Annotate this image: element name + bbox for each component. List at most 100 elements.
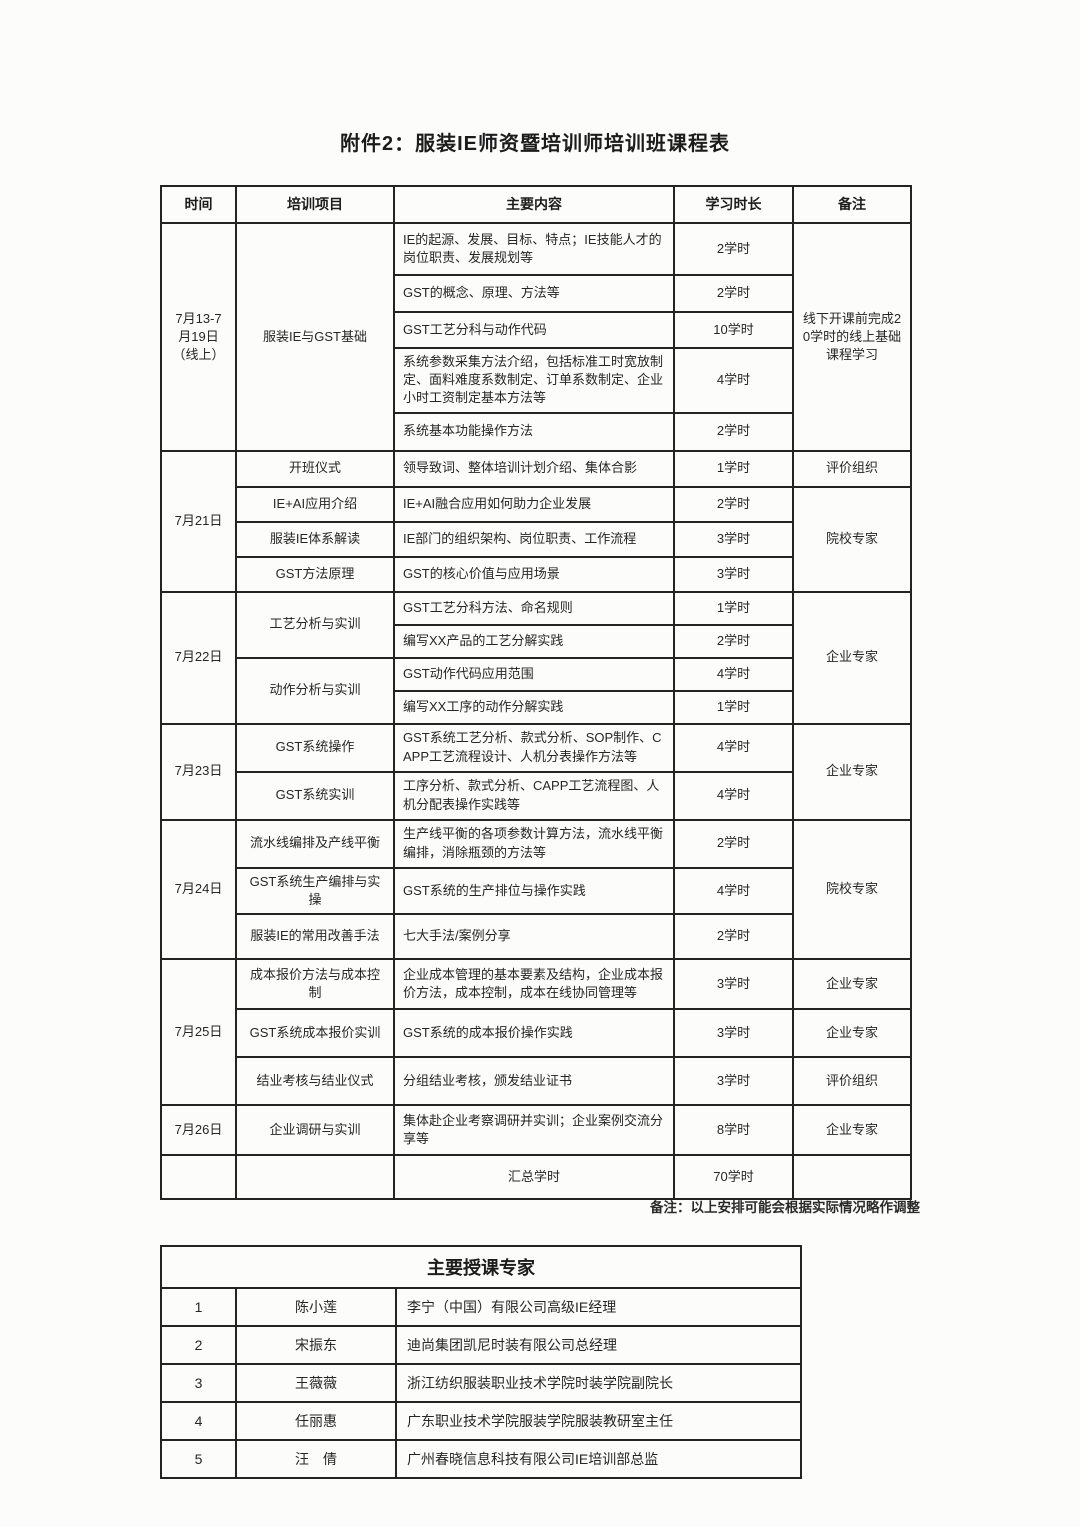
expert-name-cell: 王薇薇 [235,1363,397,1403]
table-row: 服装IE体系解读 IE部门的组织架构、岗位职责、工作流程 3学时 [161,520,911,558]
content-cell: GST系统的生产排位与操作实践 [393,866,675,915]
course-schedule-table: 时间 培训项目 主要内容 学习时长 备注 7月13-7月19日（线上） 服装IE… [160,185,912,1200]
expert-no-cell: 5 [160,1439,237,1479]
project-cell: 服装IE与GST基础 [235,222,395,452]
time-cell: 7月24日 [160,818,237,960]
hours-cell: 3学时 [673,957,794,1010]
expert-name-cell: 任丽惠 [235,1401,397,1441]
expert-title-cell: 浙江纺织服装职业技术学院时装学院副院长 [394,1363,803,1403]
table-row: GST方法原理 GST的核心价值与应用场景 3学时 [161,555,911,593]
content-cell: IE的起源、发展、目标、特点；IE技能人才的岗位职责、发展规划等 [393,222,675,276]
expert-row: 5 汪 倩 广州春晓信息科技有限公司IE培训部总监 [160,1439,803,1479]
summary-row: 汇总学时 70学时 [160,1153,912,1200]
project-cell: GST系统成本报价实训 [235,1007,395,1058]
expert-title-cell: 李宁（中国）有限公司高级IE经理 [394,1287,803,1327]
hours-cell: 4学时 [673,656,794,692]
table-row: 7月25日 成本报价方法与成本控制 企业成本管理的基本要素及结构，企业成本报价方… [160,957,912,1106]
project-cell: GST系统实训 [235,770,395,821]
time-cell: 7月23日 [160,722,237,821]
hours-cell: 4学时 [673,770,794,821]
experts-title: 主要授课专家 [159,1245,803,1289]
note-cell: 企业专家 [792,1007,912,1058]
empty-cell [235,1153,395,1200]
table-row: 7月24日 流水线编排及产线平衡 生产线平衡的各项参数计算方法，流水线平衡编排，… [160,818,912,960]
table-row: GST的概念、原理、方法等 2学时 [161,274,911,313]
content-cell: GST工艺分科方法、命名规则 [393,590,675,626]
hours-cell: 4学时 [673,866,794,915]
content-cell: 生产线平衡的各项参数计算方法，流水线平衡编排，消除瓶颈的方法等 [393,818,675,869]
hours-cell: 1学时 [673,689,794,725]
empty-cell [792,1153,912,1200]
table-row: GST工艺分科与动作代码 10学时 [161,311,911,349]
content-cell: 系统基本功能操作方法 [393,411,675,452]
project-cell: GST系统操作 [235,722,395,773]
expert-no-cell: 2 [160,1325,237,1365]
expert-name-cell: 汪 倩 [235,1439,397,1479]
content-cell: 企业成本管理的基本要素及结构，企业成本报价方法，成本控制，成本在线协同管理等 [393,957,675,1010]
project-cell: 流水线编排及产线平衡 [235,818,395,869]
content-cell: 编写XX产品的工艺分解实践 [393,623,675,659]
hours-cell: 4学时 [673,722,794,773]
expert-title-cell: 迪尚集团凯尼时装有限公司总经理 [394,1325,803,1365]
note-cell: 企业专家 [792,722,912,821]
note-cell: 评价组织 [792,1055,912,1106]
project-cell: GST系统生产编排与实操 [235,866,395,915]
experts-table: 主要授课专家 1 陈小莲 李宁（中国）有限公司高级IE经理 2 宋振东 迪尚集团… [159,1245,803,1479]
page-title: 附件2：服装IE师资暨培训师培训班课程表 [339,133,731,155]
content-cell: IE+AI融合应用如何助力企业发展 [393,485,675,523]
content-cell: 系统参数采集方法介绍，包括标准工时宽放制定、面料难度系数制定、订单系数制定、企业… [393,347,675,414]
hours-cell: 1学时 [673,590,794,626]
hours-cell: 4学时 [673,347,794,414]
table-row: 服装IE的常用改善手法 七大手法/案例分享 2学时 [161,912,911,960]
table-row: 7月21日 开班仪式 领导致词、整体培训计划介绍、集体合影 1学时 评价组织 [160,449,912,593]
note-cell: 院校专家 [792,485,912,593]
time-cell: 7月25日 [160,957,237,1106]
col-header-hours: 学习时长 [673,185,794,224]
project-cell: 结业考核与结业仪式 [235,1055,395,1106]
expert-row: 3 王薇薇 浙江纺织服装职业技术学院时装学院副院长 [160,1363,803,1403]
table-row: 7月22日 工艺分析与实训 GST工艺分科方法、命名规则 1学时 企业专家 [160,590,912,725]
time-cell: 7月13-7月19日（线上） [160,222,237,452]
table-row: 系统基本功能操作方法 2学时 [161,411,911,452]
expert-no-cell: 3 [160,1363,237,1403]
content-cell: GST动作代码应用范围 [393,656,675,692]
content-cell: 编写XX工序的动作分解实践 [393,689,675,725]
hours-cell: 2学时 [673,274,794,313]
table-row: 编写XX产品的工艺分解实践 2学时 [161,623,911,659]
content-cell: 集体赴企业考察调研并实训；企业案例交流分享等 [393,1103,675,1156]
project-cell: 服装IE体系解读 [235,520,395,558]
note-cell: 企业专家 [792,1103,912,1156]
table-row: GST系统成本报价实训 GST系统的成本报价操作实践 3学时 企业专家 [161,1007,912,1058]
project-cell: GST方法原理 [235,555,395,593]
col-header-time: 时间 [160,185,237,224]
hours-cell: 1学时 [673,449,794,488]
hours-cell: 3学时 [673,1007,794,1058]
note-cell: 企业专家 [792,590,912,725]
expert-row: 1 陈小莲 李宁（中国）有限公司高级IE经理 [160,1287,803,1327]
expert-title-cell: 广东职业技术学院服装学院服装教研室主任 [394,1401,803,1441]
header-row: 时间 培训项目 主要内容 学习时长 备注 [160,185,912,224]
col-header-note: 备注 [792,185,912,224]
content-cell: GST系统工艺分析、款式分析、SOP制作、CAPP工艺流程设计、人机分表操作方法… [393,722,675,773]
table-row: GST系统生产编排与实操 GST系统的生产排位与操作实践 4学时 [161,866,911,915]
time-cell: 7月21日 [160,449,237,593]
expert-name-cell: 宋振东 [235,1325,397,1365]
expert-no-cell: 1 [160,1287,237,1327]
project-cell: 工艺分析与实训 [235,590,395,659]
experts-title-row: 主要授课专家 [159,1245,803,1289]
hours-cell: 2学时 [673,623,794,659]
note-cell: 线下开课前完成20学时的线上基础课程学习 [792,222,912,452]
table-row: 编写XX工序的动作分解实践 1学时 [161,689,911,725]
summary-label-cell: 汇总学时 [393,1153,675,1200]
expert-no-cell: 4 [160,1401,237,1441]
project-cell: 企业调研与实训 [235,1103,395,1156]
expert-row: 2 宋振东 迪尚集团凯尼时装有限公司总经理 [160,1325,803,1365]
hours-cell: 10学时 [673,311,794,349]
hours-cell: 8学时 [673,1103,794,1156]
schedule-footnote: 备注：以上安排可能会根据实际情况略作调整 [650,1200,920,1215]
hours-cell: 3学时 [673,1055,794,1106]
content-cell: 领导致词、整体培训计划介绍、集体合影 [393,449,675,488]
content-cell: 分组结业考核，颁发结业证书 [393,1055,675,1106]
table-row: 7月13-7月19日（线上） 服装IE与GST基础 IE的起源、发展、目标、特点… [160,222,912,452]
